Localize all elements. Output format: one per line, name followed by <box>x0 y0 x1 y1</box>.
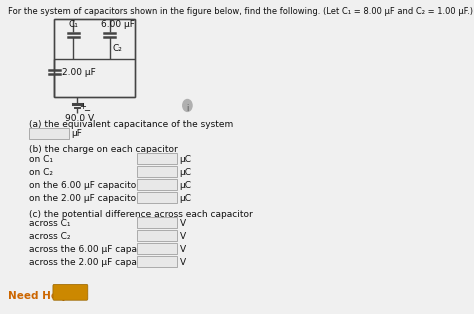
Text: (a) the equivalent capacitance of the system: (a) the equivalent capacitance of the sy… <box>28 120 233 129</box>
Circle shape <box>183 100 192 111</box>
Text: +: + <box>79 102 86 111</box>
Text: μC: μC <box>180 168 191 177</box>
Bar <box>137 192 177 203</box>
Text: Read It: Read It <box>52 290 89 299</box>
Bar <box>137 256 177 267</box>
Text: across C₁: across C₁ <box>28 219 70 229</box>
FancyBboxPatch shape <box>53 284 88 300</box>
Text: across the 2.00 μF capacitor: across the 2.00 μF capacitor <box>28 258 157 267</box>
Bar <box>28 128 69 139</box>
Text: 2.00 μF: 2.00 μF <box>62 68 96 77</box>
Bar <box>54 19 136 96</box>
Text: across the 6.00 μF capacitor: across the 6.00 μF capacitor <box>28 245 157 254</box>
Text: μC: μC <box>180 155 191 164</box>
Text: V: V <box>180 232 186 241</box>
Bar <box>137 166 177 177</box>
Text: V: V <box>180 245 186 254</box>
Text: C₂: C₂ <box>113 44 123 53</box>
Bar <box>137 179 177 190</box>
Text: 6.00 μF: 6.00 μF <box>100 20 135 29</box>
Text: (c) the potential difference across each capacitor: (c) the potential difference across each… <box>28 209 252 219</box>
Text: V: V <box>180 219 186 229</box>
Bar <box>137 243 177 254</box>
Text: C₁: C₁ <box>69 20 79 29</box>
Text: μF: μF <box>71 129 82 138</box>
Text: 90.0 V: 90.0 V <box>65 114 94 123</box>
Bar <box>137 153 177 164</box>
Text: For the system of capacitors shown in the figure below, find the following. (Let: For the system of capacitors shown in th… <box>8 7 473 16</box>
Text: on C₁: on C₁ <box>28 155 53 164</box>
Text: on the 6.00 μF capacitor: on the 6.00 μF capacitor <box>28 181 139 190</box>
Text: μC: μC <box>180 194 191 203</box>
Bar <box>137 230 177 241</box>
Bar <box>137 218 177 228</box>
Text: on C₂: on C₂ <box>28 168 53 177</box>
Text: on the 2.00 μF capacitor: on the 2.00 μF capacitor <box>28 194 139 203</box>
Text: −: − <box>83 106 90 116</box>
Text: across C₂: across C₂ <box>28 232 70 241</box>
Text: (b) the charge on each capacitor: (b) the charge on each capacitor <box>28 145 177 154</box>
Text: Need Help?: Need Help? <box>8 291 75 301</box>
Text: μC: μC <box>180 181 191 190</box>
Text: i: i <box>186 105 189 113</box>
Text: V: V <box>180 258 186 267</box>
